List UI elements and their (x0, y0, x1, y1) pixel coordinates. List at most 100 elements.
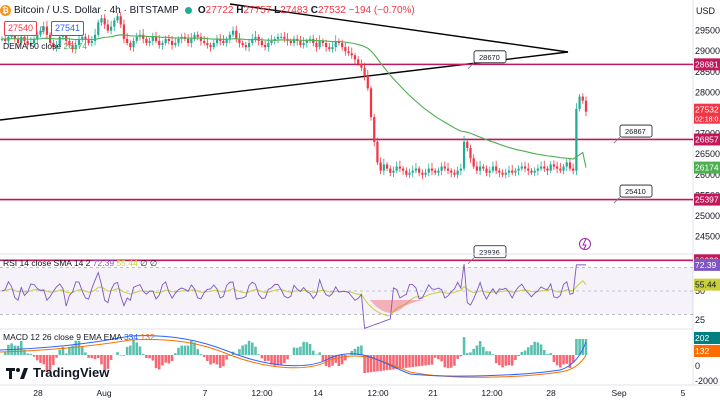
buy-price-box[interactable]: 27541 (51, 21, 85, 36)
candle-body (87, 38, 90, 43)
macd-histogram-bar (559, 355, 562, 368)
macd-histogram-bar (157, 355, 161, 370)
candle-body (145, 38, 148, 43)
last-price-label: 27532 (695, 105, 719, 115)
callout-label: 23936 (479, 248, 500, 257)
macd-histogram-bar (328, 355, 331, 368)
candle-body (514, 170, 517, 173)
macd-histogram-bar (459, 355, 463, 357)
candle-body (26, 40, 29, 46)
symbol-info[interactable]: ₿ Bitcoin / U.S. Dollar · 4h · BITSTAMP (0, 4, 179, 16)
macd-histogram-bar (161, 355, 164, 366)
macd-histogram-bar (77, 340, 81, 355)
macd-histogram-bar (45, 355, 49, 372)
macd-histogram-bar (523, 350, 527, 355)
macd-histogram-bar (321, 355, 325, 362)
candle-body (148, 40, 151, 43)
macd-histogram-bar (581, 339, 585, 355)
rsi-axis-label: 72.39 (695, 260, 717, 270)
candle-body (328, 47, 331, 50)
rsi-tick-label: 50 (695, 286, 705, 296)
ohlc-values: O27722 H27757 L27483 C27532 −194 (−0.70%… (197, 4, 415, 16)
candle-body (20, 36, 23, 43)
macd-histogram-bar (263, 355, 267, 362)
macd-histogram-bar (430, 355, 434, 365)
candle-body (68, 40, 71, 46)
ema-legend[interactable]: DEMA 50 close 26174 (3, 41, 88, 51)
macd-histogram-bar (546, 353, 549, 355)
tradingview-logo-icon (6, 367, 28, 379)
macd-histogram-bar (437, 355, 440, 360)
macd-histogram-bar (549, 353, 552, 355)
macd-histogram-bar (32, 355, 36, 357)
candle-body (446, 168, 450, 171)
candle-body (418, 168, 421, 173)
candle-body (151, 36, 154, 41)
macd-histogram-bar (331, 355, 334, 366)
candle-body (167, 38, 170, 41)
candle-body (523, 166, 527, 169)
x-tick-label: 21 (428, 388, 438, 398)
macd-histogram-bar (427, 355, 431, 365)
rsi-legend[interactable]: RSI 14 close SMA 14 2 72.39 55.44 ∅ ∅ (3, 258, 158, 268)
candle-body (251, 38, 254, 43)
candle-body (212, 43, 215, 48)
macd-histogram-bar (465, 353, 469, 355)
candle-body (450, 170, 453, 173)
candle-body (109, 26, 113, 31)
candle-body (478, 166, 482, 171)
candle-body (4, 38, 7, 41)
macd-histogram-bar (167, 355, 171, 364)
macd-histogram-bar (408, 355, 411, 368)
candle-body (158, 40, 161, 46)
macd-histogram-bar (478, 341, 482, 355)
candle-body (414, 168, 418, 171)
callout-box (473, 50, 507, 64)
candle-body (536, 168, 539, 171)
candle-body (100, 18, 103, 23)
macd-histogram-bar (475, 345, 479, 355)
macd-histogram-bar (453, 355, 456, 366)
candle-body (469, 148, 472, 159)
macd-histogram-bar (90, 355, 94, 359)
candle-body (344, 47, 347, 52)
macd-histogram-bar (209, 355, 212, 365)
macd-legend[interactable]: MACD 12 26 close 9 EMA EMA 334 132 (3, 332, 155, 342)
macd-histogram-bar (405, 355, 408, 368)
macd-histogram-bar (100, 355, 103, 365)
candle-body (482, 166, 485, 169)
macd-histogram-bar (254, 346, 257, 355)
sell-price-box[interactable]: 27540 (4, 21, 38, 36)
macd-histogram-bar (379, 355, 382, 371)
macd-histogram-bar (202, 355, 206, 357)
candle-body (263, 45, 267, 48)
macd-histogram-bar (87, 355, 90, 358)
candle-body (389, 168, 392, 173)
candle-body (193, 34, 196, 39)
candle-body (376, 141, 379, 163)
macd-histogram-bar (462, 337, 466, 355)
macd-histogram-bar (183, 345, 187, 355)
macd-histogram-bar (411, 355, 415, 367)
macd-histogram-bar (164, 355, 167, 363)
candle-body (507, 170, 511, 173)
candle-body (29, 43, 33, 46)
macd-histogram-bar (350, 351, 354, 355)
candle-body (504, 172, 507, 175)
macd-histogram-bar (376, 355, 379, 372)
macd-histogram-bar (96, 355, 100, 359)
macd-histogram-bar (26, 353, 29, 355)
candle-body (196, 34, 199, 37)
macd-histogram-bar (80, 346, 84, 355)
macd-histogram-bar (575, 339, 578, 355)
y-tick-label: 25000 (695, 211, 720, 221)
macd-histogram-bar (276, 355, 280, 366)
candle-body (39, 30, 42, 35)
candle-body (219, 38, 222, 41)
candle-body (350, 53, 353, 56)
macd-histogram-bar (485, 351, 488, 355)
macd-histogram-bar (199, 354, 203, 355)
macd-histogram-bar (273, 355, 277, 366)
macd-histogram-bar (421, 355, 424, 366)
